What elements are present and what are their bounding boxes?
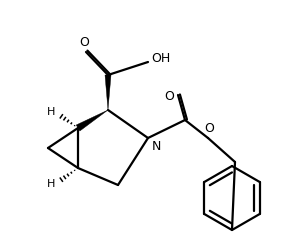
Text: O: O [204, 121, 214, 135]
Polygon shape [76, 110, 108, 131]
Polygon shape [105, 75, 111, 110]
Text: O: O [79, 37, 89, 49]
Text: O: O [164, 89, 174, 103]
Text: OH: OH [151, 52, 171, 66]
Text: H: H [47, 179, 55, 189]
Text: H: H [47, 107, 55, 117]
Text: N: N [151, 140, 161, 152]
